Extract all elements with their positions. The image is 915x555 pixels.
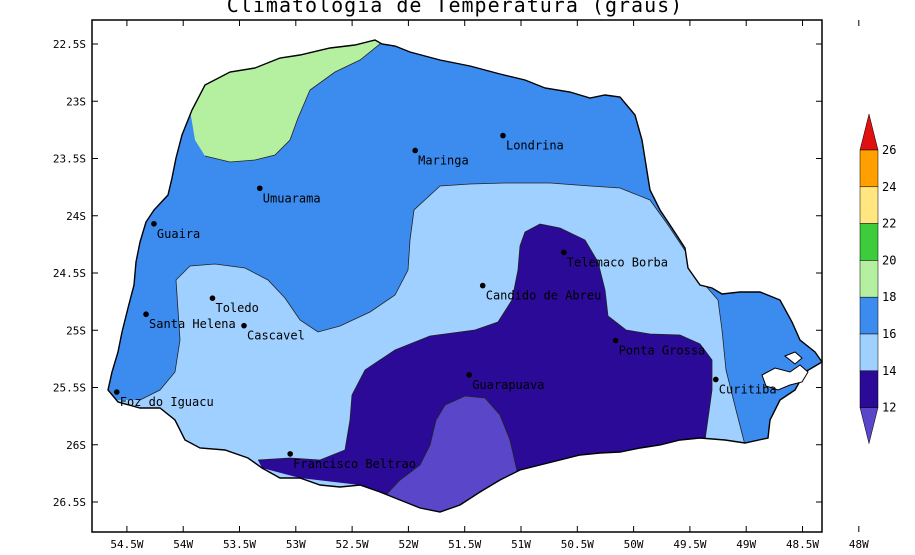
legend-swatch [859, 260, 879, 298]
latitude-axis: 22.5S 23S 23.5S 24S 24.5S 25S 25.5S 26S 26.5S [53, 38, 822, 509]
city-label: Maringa [418, 153, 469, 167]
city: Umuarama [256, 185, 321, 205]
temperature-zones [108, 40, 822, 512]
lon-tick-label: 49.5W [673, 538, 706, 551]
longitude-axis: 54.5W 54W 53.5W 53W 52.5W 52W 51.5W 51W 50.5W 50W… [110, 20, 869, 551]
lat-tick-label: 25.5S [53, 382, 86, 395]
legend-swatch [859, 333, 879, 372]
lon-tick-label: 50W [624, 538, 644, 551]
city: Ponta Grossa [612, 337, 706, 358]
legend-swatch [859, 149, 879, 188]
city: Londrina [500, 132, 564, 153]
city: Guarapuava [466, 372, 544, 392]
lon-tick-label: 53.5W [223, 538, 256, 551]
city-label: Umuarama [263, 191, 321, 205]
city: Francisco Beltrao [287, 451, 416, 471]
lon-tick-label: 54.5W [110, 538, 143, 551]
legend-label: 16 [882, 327, 896, 341]
legend-top-triangle [859, 113, 879, 151]
lon-tick-label: 51W [511, 538, 531, 551]
city-label: Guarapuava [472, 378, 544, 392]
city: Guaira [151, 220, 200, 241]
legend-label: 24 [882, 180, 896, 194]
lon-tick-label: 49W [736, 538, 756, 551]
city-dot [479, 282, 486, 289]
city-dot [560, 249, 567, 256]
lon-tick-label: 52W [398, 538, 418, 551]
city: Foz do Iguacu [113, 389, 214, 409]
lat-tick-label: 26S [66, 439, 86, 452]
city-dot [143, 311, 149, 318]
city-dot [713, 376, 719, 383]
city-label: Cascavel [247, 329, 305, 343]
city-dot [466, 372, 473, 378]
lon-tick-label: 54W [173, 538, 193, 551]
city-dot [412, 147, 418, 154]
legend-label: 18 [882, 290, 896, 304]
lat-tick-label: 24S [66, 210, 86, 223]
coastal-bays [761, 351, 809, 391]
paranagua-bay [761, 364, 809, 391]
legend-label: 12 [882, 401, 896, 415]
lat-tick-label: 26.5S [53, 496, 86, 509]
lat-tick-label: 25S [66, 324, 86, 337]
city: Toledo [209, 295, 259, 315]
city-label: Toledo [215, 301, 258, 315]
legend-swatch [859, 296, 879, 335]
island [784, 351, 803, 365]
color-legend: 26 24 22 20 18 16 14 12 [859, 113, 896, 444]
city-dot [113, 389, 120, 395]
legend-swatch [859, 186, 879, 224]
city-label: Londrina [506, 139, 564, 153]
lon-tick-label: 48.5W [786, 538, 819, 551]
city-label: Francisco Beltrao [293, 457, 416, 471]
lat-tick-label: 22.5S [53, 38, 86, 51]
city-label: Foz do Iguacu [120, 395, 214, 409]
lon-tick-label: 51.5W [448, 538, 481, 551]
zone-below-12 [385, 396, 518, 512]
plot-frame [91, 19, 823, 533]
legend-swatch [859, 223, 879, 261]
city: Candido de Abreu [479, 282, 602, 303]
city: Curitiba [713, 376, 777, 396]
city-dot [612, 337, 619, 344]
city-dot [256, 185, 263, 192]
city: Maringa [412, 147, 469, 167]
zone-12-14 [258, 224, 712, 512]
legend-bottom-triangle [859, 407, 879, 444]
legend-label: 22 [882, 217, 896, 231]
map-title: Climatologia de Temperatura (graus) [227, 0, 683, 17]
city-dot [151, 220, 157, 227]
city: Cascavel [241, 322, 305, 343]
lon-tick-label: 50.5W [561, 538, 594, 551]
lon-tick-label: 48W [849, 538, 869, 551]
city-dot [287, 451, 293, 457]
legend-swatch [859, 370, 879, 408]
legend-label: 14 [882, 364, 896, 378]
lat-tick-label: 23S [66, 95, 86, 108]
city-markers: Londrina Maringa Umuarama Guaira Telemaco Bo… [113, 132, 777, 471]
city: Santa Helena [143, 311, 236, 331]
city-label: Ponta Grossa [619, 344, 706, 358]
city-dot [241, 322, 247, 329]
lon-tick-label: 52.5W [336, 538, 369, 551]
city-dot [209, 295, 216, 301]
city-label: Candido de Abreu [486, 289, 602, 303]
city-label: Telemaco Borba [567, 255, 668, 269]
contour-14 [257, 223, 713, 461]
city-label: Guaira [157, 227, 200, 241]
legend-label: 26 [882, 143, 896, 157]
contour-12 [384, 395, 519, 497]
lat-tick-label: 24.5S [53, 267, 86, 280]
legend-label: 20 [882, 253, 896, 267]
contour-18 [204, 40, 386, 163]
city-label: Curitiba [719, 382, 777, 396]
lon-tick-label: 53W [286, 538, 306, 551]
city: Telemaco Borba [560, 249, 668, 269]
city-label: Santa Helena [149, 317, 236, 331]
city-dot [500, 132, 506, 139]
lat-tick-label: 23.5S [53, 153, 86, 166]
